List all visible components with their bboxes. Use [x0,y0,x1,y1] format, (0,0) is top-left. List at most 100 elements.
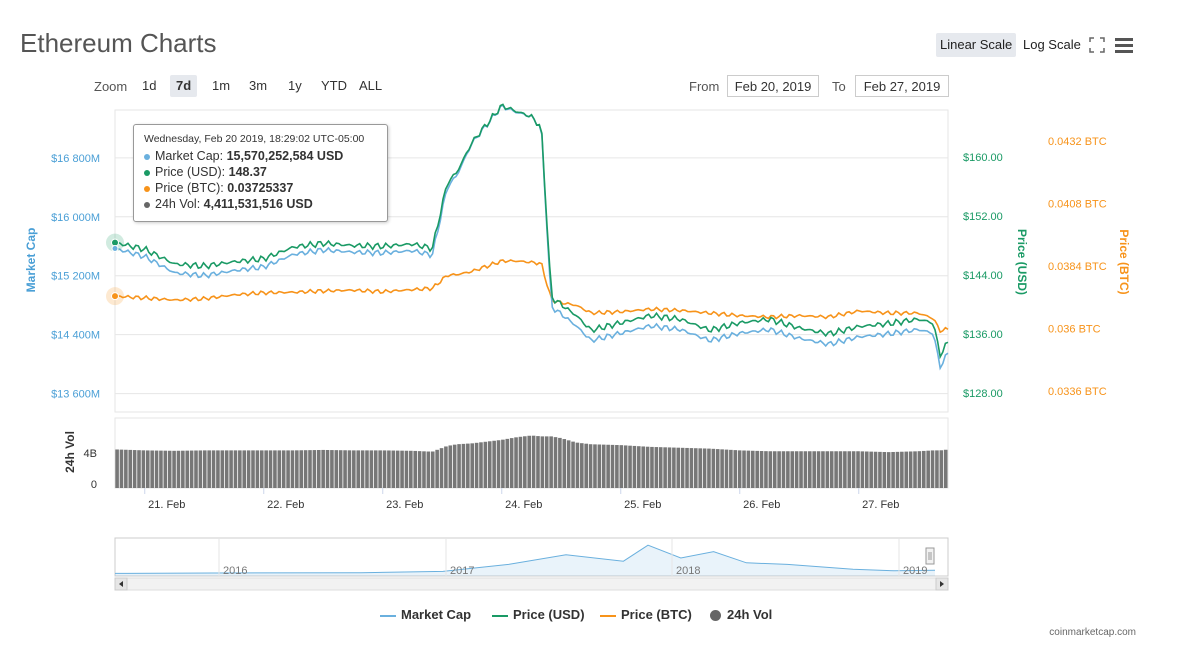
volume-bar [926,450,930,488]
price-chart[interactable]: $13 600M $14 400M $15 200M $16 000M $16 800M… [0,0,1188,600]
volume-bar [343,450,347,488]
volume-bar [562,439,567,488]
volume-bar [623,445,628,488]
volume-bar [943,449,948,488]
price-usd-line [114,103,949,360]
volume-bar [264,450,268,488]
tooltip-value: 0.03725337 [227,181,294,195]
zoom-button-1m[interactable]: 1m [212,78,231,93]
volume-bar [505,438,510,488]
volume-bar [387,450,391,488]
volume-bar [251,450,255,488]
from-date-input[interactable]: Feb 20, 2019 [727,75,819,97]
to-label: To [832,79,846,94]
zoom-button-7d[interactable]: 7d [170,75,198,97]
volume-bar [299,450,304,488]
volume-bar [369,450,374,488]
volume-bar [233,450,238,488]
volume-bar [514,437,518,488]
fullscreen-icon[interactable] [1089,37,1105,53]
tooltip-row: Price (BTC): 0.03725337 [144,180,377,196]
linear-scale-button[interactable]: Linear Scale [936,33,1017,57]
tooltip-value: 4,411,531,516 USD [203,197,313,211]
volume-bar [794,451,799,488]
volume-bar [821,451,825,488]
volume-bar [878,451,882,488]
volume-bar [444,446,448,488]
volume-bar [654,447,659,488]
volume-bar [281,450,286,488]
x-axis-tick: 23. Feb [386,499,423,511]
volume-bar [851,451,856,488]
credit-text: coinmarketcap.com [1049,627,1136,638]
volume-bar [347,450,352,488]
legend-label: Price (USD) [513,607,585,622]
navigator-handle [925,547,935,565]
volume-bar [259,450,264,488]
volume-bar [277,450,282,488]
volume-bar [588,444,593,488]
to-date-input[interactable]: Feb 27, 2019 [855,75,949,97]
volume-bar [755,450,759,488]
volume-bar [334,450,339,488]
menu-icon[interactable] [1115,37,1133,53]
zoom-button-1d[interactable]: 1d [142,78,157,93]
zoom-button-1y[interactable]: 1y [288,78,302,93]
volume-bar [224,450,229,488]
volume-bar [724,449,729,488]
zoom-button-all[interactable]: ALL [359,78,383,93]
navigator-year-label: 2018 [676,565,700,577]
volume-bar [487,441,492,488]
volume-bar [417,451,422,488]
legend-item-price-usd[interactable]: Price (USD) [492,604,585,626]
volume-bar [382,450,387,488]
volume-bar [628,445,632,488]
tooltip-row: 24h Vol: 4,411,531,516 USD [144,196,377,212]
series-dot-icon [144,185,150,192]
navigator-year-label: 2016 [223,565,247,577]
volume-bar [637,446,641,488]
volume-bar [895,451,900,488]
right-usd-axis-tick: $136.00 [963,329,1003,341]
legend-item-24h-vol[interactable]: 24h Vol [710,604,772,626]
x-axis-tick: 25. Feb [624,499,661,511]
x-axis-tick: 21. Feb [148,499,185,511]
series-dot-icon [144,153,150,160]
volume-bar [707,448,711,488]
zoom-button-ytd[interactable]: YTD [321,78,347,93]
legend-swatch-icon [600,614,616,617]
volume-bar [273,450,277,488]
x-axis-tick: 27. Feb [862,499,899,511]
right-usd-axis-tick: $144.00 [963,270,1003,282]
volume-bar [198,450,203,488]
volume-bar [501,439,505,488]
volume-bar [632,445,637,488]
volume-bar [900,451,904,488]
volume-bar [536,436,540,488]
tooltip-label: Price (BTC): [155,181,228,195]
zoom-label: Zoom [94,79,128,94]
volume-bar [181,450,185,488]
volume-bar [650,446,654,488]
volume-bar [615,445,619,488]
volume-bar [483,441,488,488]
volume-bar [751,450,755,488]
zoom-button-3m[interactable]: 3m [249,78,268,93]
left-axis-tick: $15 200M [51,271,100,283]
navigator-year-label: 2019 [903,565,927,577]
volume-bar [816,451,821,488]
volume-bar [580,443,584,488]
volume-bar [808,451,812,488]
volume-bar [720,449,724,488]
volume-bar [531,435,536,488]
log-scale-button[interactable]: Log Scale [1023,37,1081,52]
legend-item-market-cap[interactable]: Market Cap [380,604,471,626]
left-axis-tick: $16 000M [51,212,100,224]
volume-bar [593,444,597,488]
volume-bar [255,450,260,488]
volume-bar [921,450,926,488]
legend-item-price-btc[interactable]: Price (BTC) [600,604,692,626]
navigator [114,537,949,577]
volume-bar [790,451,795,488]
scroll-right-icon [940,581,944,587]
